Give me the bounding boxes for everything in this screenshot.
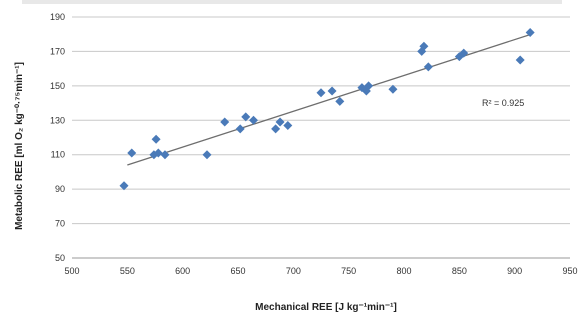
y-tick-label: 150 — [50, 81, 65, 91]
y-tick-label: 70 — [55, 219, 65, 229]
x-axis-ticks: 500 550 600 650 700 750 800 850 900 950 — [64, 266, 577, 276]
data-point — [241, 112, 251, 122]
data-point — [127, 148, 137, 158]
y-tick-label: 110 — [51, 150, 65, 160]
data-point — [423, 62, 433, 72]
data-point — [275, 117, 285, 127]
x-tick-label: 700 — [286, 266, 301, 276]
x-tick-label: 500 — [64, 266, 79, 276]
data-point — [327, 86, 337, 96]
y-tick-label: 50 — [55, 253, 65, 263]
data-point — [119, 181, 129, 191]
data-point — [271, 124, 281, 134]
x-tick-label: 900 — [507, 266, 522, 276]
data-point — [515, 55, 525, 65]
x-tick-label: 800 — [396, 266, 411, 276]
x-tick-label: 650 — [230, 266, 245, 276]
data-point — [235, 124, 245, 134]
y-tick-label: 90 — [55, 184, 65, 194]
data-point — [459, 48, 469, 58]
y-tick-label: 170 — [50, 46, 65, 56]
data-point — [220, 117, 230, 127]
data-point — [160, 150, 170, 160]
y-tick-label: 190 — [50, 12, 65, 22]
x-tick-label: 600 — [175, 266, 190, 276]
gridlines — [72, 16, 570, 259]
data-point — [316, 88, 326, 98]
data-point — [248, 115, 258, 125]
x-tick-label: 550 — [120, 266, 135, 276]
x-tick-label: 750 — [341, 266, 356, 276]
data-point — [202, 150, 212, 160]
data-point — [283, 120, 293, 130]
y-tick-label: 130 — [50, 115, 65, 125]
data-points — [119, 27, 535, 191]
cropped-top-text — [22, 0, 562, 4]
data-point — [151, 134, 161, 144]
data-point — [364, 81, 374, 91]
x-axis-title: Mechanical REE [J kg⁻¹min⁻¹] — [255, 302, 397, 313]
trendline — [127, 33, 532, 166]
y-axis-ticks: 50 70 90 110 130 150 170 190 — [50, 12, 65, 263]
x-tick-label: 950 — [562, 266, 577, 276]
r-squared-annotation: R² = 0.925 — [482, 98, 524, 108]
x-tick-label: 850 — [452, 266, 467, 276]
data-point — [525, 27, 535, 37]
y-axis-title: Metabolic REE [ml O₂ kg⁻⁰·⁷⁵min⁻¹] — [14, 62, 25, 230]
data-point — [335, 96, 345, 106]
data-point — [153, 148, 163, 158]
data-point — [388, 84, 398, 94]
data-point — [419, 41, 429, 51]
